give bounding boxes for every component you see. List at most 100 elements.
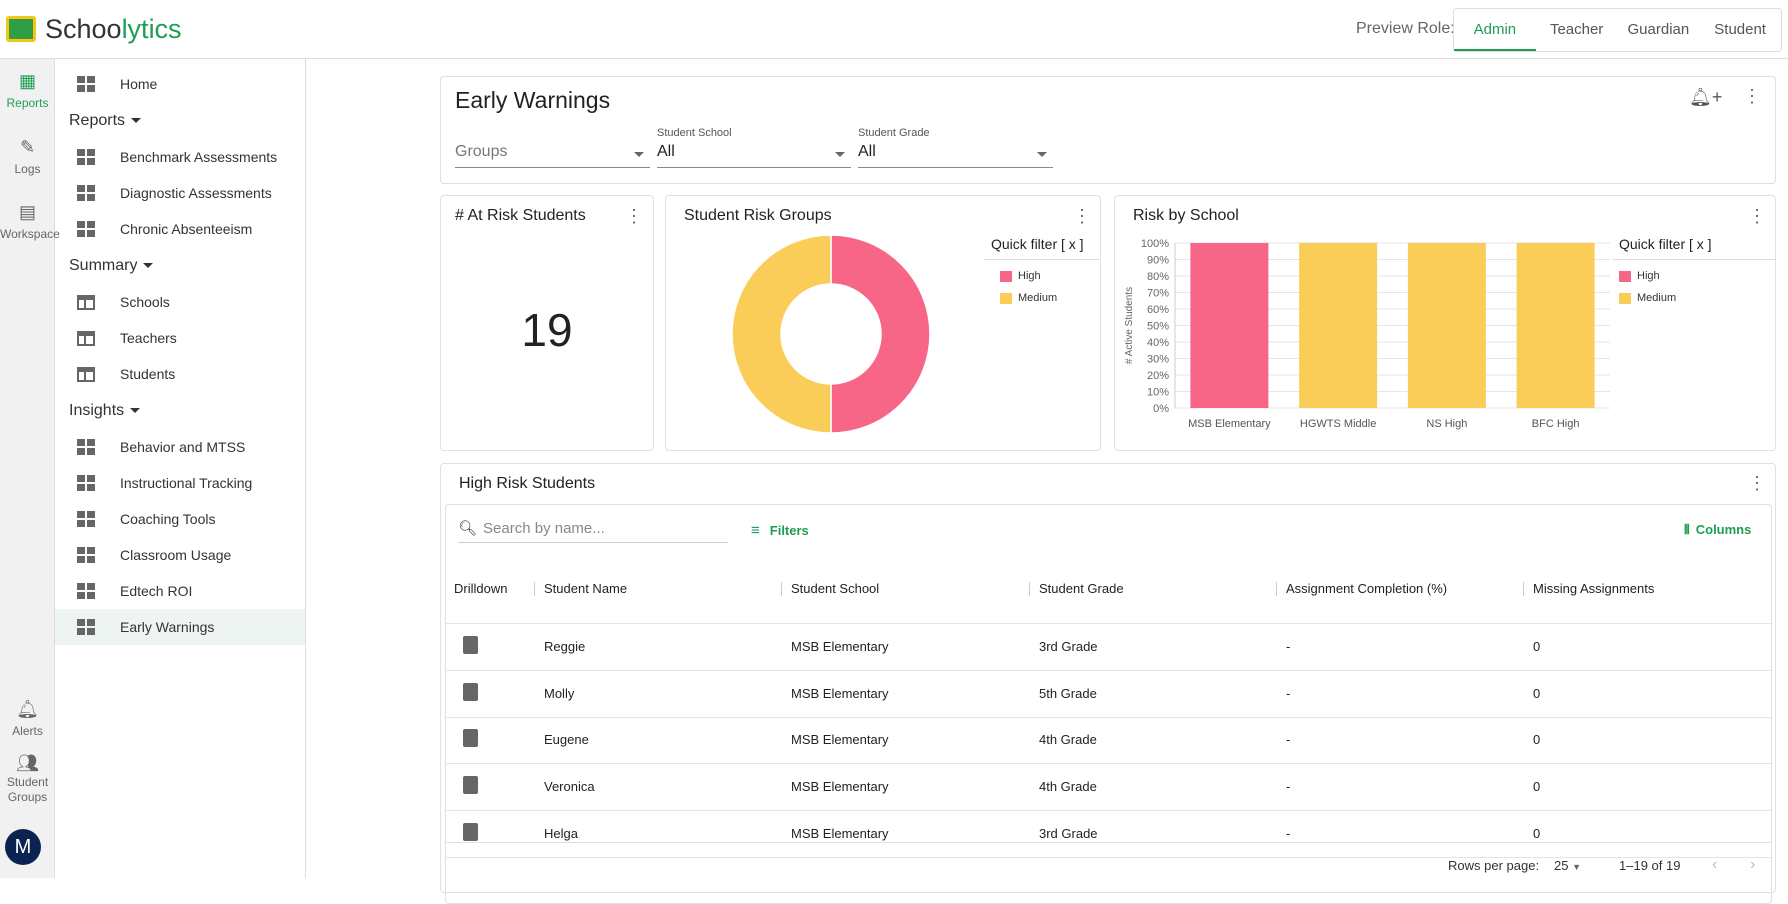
column-header[interactable]: Drilldown — [454, 581, 508, 596]
sidebar-item-edtech-roi[interactable]: Edtech ROI — [55, 573, 305, 609]
table-cell: MSB Elementary — [791, 732, 889, 748]
legend-high[interactable]: High — [1619, 270, 1660, 282]
sidebar-item-diagnostic-assessments[interactable]: Diagnostic Assessments — [55, 175, 305, 211]
more-options-icon[interactable]: ⋮ — [1073, 206, 1091, 226]
table-title: High Risk Students — [459, 475, 596, 492]
sidebar-item-benchmark-assessments[interactable]: Benchmark Assessments — [55, 139, 305, 175]
rows-per-page-select[interactable]: 25 ▼ — [1554, 858, 1582, 873]
table-header-row: Drilldown Student Name Student School Stude… — [445, 560, 1771, 624]
table-row: Veronica MSB Elementary 4th Grade - 0 — [445, 764, 1771, 812]
sidebar-section-insights[interactable]: Insights — [55, 392, 305, 429]
y-tick-label: 40% — [1147, 337, 1169, 349]
bar-hgwts-middle-medium[interactable] — [1299, 243, 1378, 408]
quick-filter-clear[interactable]: Quick filter [ x ] — [1619, 236, 1712, 252]
legend-medium[interactable]: Medium — [1000, 292, 1057, 304]
bar-ns-high-medium[interactable] — [1407, 243, 1486, 408]
prev-page-icon[interactable]: ‹ — [1712, 856, 1718, 873]
table-row: Helga MSB Elementary 3rd Grade - 0 — [445, 811, 1771, 858]
drilldown-icon[interactable] — [463, 682, 478, 701]
donut-slice-high[interactable] — [830, 234, 931, 434]
table-cell: Molly — [544, 685, 575, 701]
table-cell: Helga — [544, 825, 578, 841]
table-cell: MSB Elementary — [791, 825, 889, 841]
pagination-range: 1–19 of 19 — [1619, 858, 1681, 873]
sidebar-item-home[interactable]: Home — [55, 66, 305, 102]
preview-role-label: Preview Role: — [1356, 20, 1455, 37]
x-tick-label: BFC High — [1532, 418, 1580, 430]
filters-button[interactable]: ≡ Filters — [751, 522, 809, 539]
groups-icon: 👥︎ — [16, 753, 39, 773]
add-alert-icon[interactable]: 🔔︎+ — [1689, 87, 1723, 107]
next-page-icon[interactable]: › — [1750, 856, 1756, 873]
quick-filter-clear[interactable]: Quick filter [ x ] — [991, 236, 1084, 252]
dashboard-icon — [77, 511, 95, 527]
table-cell: - — [1286, 732, 1291, 748]
legend-medium[interactable]: Medium — [1619, 292, 1676, 304]
sidebar-item-teachers[interactable]: Teachers — [55, 320, 305, 356]
column-separator — [1523, 582, 1524, 596]
rail-logs[interactable]: ✎ Logs — [0, 137, 55, 176]
more-options-icon[interactable]: ⋮ — [1748, 473, 1766, 493]
sidebar-item-chronic-absenteeism[interactable]: Chronic Absenteeism — [55, 211, 305, 247]
groups-select[interactable]: Groups — [455, 143, 650, 168]
grade-select-label: Student Grade — [858, 127, 930, 139]
school-select[interactable]: All — [657, 143, 851, 168]
bar-bfc-high-medium[interactable] — [1516, 243, 1595, 408]
rows-per-page-label: Rows per page: — [1448, 858, 1540, 873]
drilldown-icon[interactable] — [463, 729, 478, 748]
risk-groups-card: Student Risk Groups ⋮ Quick filter [ x ]… — [665, 195, 1101, 451]
sidebar-item-students[interactable]: Students — [55, 356, 305, 392]
drilldown-icon[interactable] — [463, 636, 478, 654]
sidebar-item-schools[interactable]: Schools — [55, 284, 305, 320]
role-tab-student[interactable]: Student — [1714, 21, 1766, 38]
column-header[interactable]: Student School — [791, 581, 880, 596]
columns-button[interactable]: ⦀ Columns — [1684, 522, 1752, 537]
column-separator — [534, 582, 535, 596]
more-options-icon[interactable]: ⋮ — [625, 206, 643, 226]
grade-select[interactable]: All — [858, 143, 1053, 168]
sidebar-item-coaching-tools[interactable]: Coaching Tools — [55, 501, 305, 537]
y-tick-label: 100% — [1141, 238, 1169, 250]
rail-student-groups[interactable]: 👥︎ Student Groups — [0, 753, 55, 805]
column-header[interactable]: Missing Assignments — [1533, 581, 1655, 596]
table-cell: - — [1286, 779, 1291, 795]
rail-reports[interactable]: ▦ Reports — [0, 71, 55, 110]
x-tick-label: HGWTS Middle — [1300, 418, 1376, 430]
sidebar-section-reports[interactable]: Reports — [55, 102, 305, 139]
sidebar-item-early-warnings[interactable]: Early Warnings — [55, 609, 305, 645]
column-header[interactable]: Student Grade — [1039, 581, 1124, 596]
search-icon: 🔍︎ — [458, 520, 478, 537]
rail-alerts[interactable]: 🔔︎ Alerts — [0, 699, 55, 738]
sidebar-item-classroom-usage[interactable]: Classroom Usage — [55, 537, 305, 573]
role-tab-guardian[interactable]: Guardian — [1627, 21, 1690, 38]
x-tick-label: NS High — [1426, 418, 1467, 430]
more-options-icon[interactable]: ⋮ — [1743, 86, 1761, 106]
sidebar-item-behavior-and-mtss[interactable]: Behavior and MTSS — [55, 429, 305, 465]
search-input[interactable]: 🔍︎ Search by name... — [458, 519, 728, 543]
high-risk-students-card: High Risk Students ⋮ — [440, 463, 1776, 904]
rail-workspace[interactable]: ▤ Workspace — [0, 202, 60, 241]
table-icon — [77, 366, 95, 382]
drilldown-icon[interactable] — [463, 822, 478, 841]
table-cell: 3rd Grade — [1039, 639, 1098, 654]
role-tab-teacher[interactable]: Teacher — [1549, 21, 1604, 38]
dashboard-icon — [77, 185, 95, 201]
column-header[interactable]: Student Name — [544, 581, 628, 596]
y-axis-label: # Active Students — [1124, 287, 1135, 364]
more-options-icon[interactable]: ⋮ — [1748, 206, 1766, 226]
legend-high[interactable]: High — [1000, 270, 1041, 282]
bar-msb-elementary-high[interactable] — [1190, 243, 1269, 408]
donut-slice-medium[interactable] — [731, 234, 832, 434]
drilldown-icon[interactable] — [463, 776, 478, 795]
sidebar-item-instructional-tracking[interactable]: Instructional Tracking — [55, 465, 305, 501]
table-cell: MSB Elementary — [791, 639, 889, 654]
role-tab-admin[interactable]: Admin — [1454, 9, 1536, 51]
avatar[interactable]: M — [5, 829, 41, 865]
app-logo[interactable]: Schoolytics — [45, 14, 182, 44]
sidebar-section-summary[interactable]: Summary — [55, 247, 305, 284]
table-cell: Reggie — [544, 639, 586, 654]
school-select-label: Student School — [657, 127, 732, 139]
column-header[interactable]: Assignment Completion (%) — [1286, 581, 1448, 596]
dashboard-icon — [77, 221, 95, 237]
table-row: Molly MSB Elementary 5th Grade - 0 — [445, 671, 1771, 718]
